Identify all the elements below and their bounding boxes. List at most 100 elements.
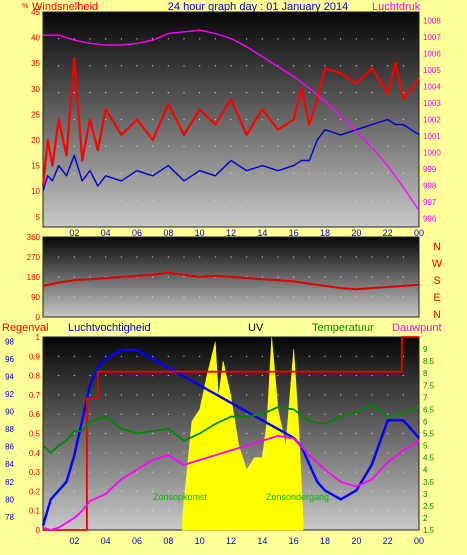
grid-dot (120, 92, 122, 94)
grid-dot (261, 92, 263, 94)
grid-dot (371, 172, 373, 174)
grid-dot (105, 65, 107, 67)
direction-tick-label: 180 (27, 273, 41, 282)
grid-dot (355, 199, 357, 201)
grid-dot (261, 394, 263, 396)
temperature-tick-label: 4.5 (423, 454, 435, 463)
grid-dot (387, 394, 389, 396)
grid-dot (89, 199, 91, 201)
grid-dot (340, 432, 342, 435)
grid-dot (355, 145, 357, 147)
grid-dot (340, 413, 342, 415)
rain-tick-label: 0.7 (29, 391, 41, 400)
y-left-tick-label: 15 (31, 162, 40, 171)
x-tick-label: 06 (132, 536, 142, 546)
grid-dot (183, 199, 185, 201)
grid-dot (167, 256, 169, 258)
regenval-label: Regenval (2, 322, 48, 334)
grid-dot (355, 276, 357, 278)
chart-title: 24 hour graph day : 01 January 2014 (168, 1, 348, 13)
grid-dot (293, 276, 295, 278)
humidity-tick-label: 92 (5, 390, 14, 399)
grid-dot (183, 471, 185, 473)
grid-dot (277, 172, 279, 174)
grid-dot (340, 256, 342, 258)
grid-dot (167, 432, 169, 435)
temperature-tick-label: 4 (423, 466, 428, 475)
grid-dot (120, 394, 122, 396)
grid-dot (371, 38, 373, 40)
grid-dot (120, 256, 122, 258)
grid-dot (261, 199, 263, 201)
temperature-tick-label: 3 (423, 490, 428, 499)
grid-dot (58, 145, 60, 147)
grid-dot (402, 490, 404, 492)
grid-dot (89, 38, 91, 40)
grid-dot (261, 38, 263, 40)
y-right-tick-label: 1008 (423, 16, 441, 25)
grid-dot (136, 65, 138, 67)
x-tick-label: 16 (289, 228, 299, 238)
grid-dot (308, 375, 310, 377)
y-right-tick-label: 1006 (423, 49, 441, 58)
direction-compass-label: N (433, 309, 441, 321)
grid-dot (308, 432, 310, 435)
grid-dot (246, 256, 248, 258)
grid-dot (199, 355, 201, 357)
direction-compass-label: E (433, 292, 440, 304)
grid-dot (167, 199, 169, 201)
grid-dot (387, 432, 389, 435)
grid-dot (152, 355, 154, 357)
grid-dot (152, 490, 154, 492)
grid-dot (246, 118, 248, 121)
grid-dot (58, 92, 60, 94)
grid-dot (58, 38, 60, 40)
grid-dot (152, 65, 154, 67)
grid-dot (387, 471, 389, 473)
grid-dot (277, 394, 279, 396)
grid-dot (199, 38, 201, 40)
grid-dot (261, 65, 263, 67)
grid-dot (402, 471, 404, 473)
uv-label: UV (248, 322, 264, 334)
x-tick-label: 18 (320, 536, 330, 546)
grid-dot (199, 92, 201, 94)
grid-dot (371, 199, 373, 201)
grid-dot (324, 65, 326, 67)
rain-tick-label: 0.6 (29, 410, 41, 419)
grid-dot (89, 394, 91, 396)
grid-dot (199, 172, 201, 174)
grid-dot (230, 375, 232, 377)
y-right-tick-label: 1002 (423, 116, 441, 125)
grid-dot (89, 452, 91, 454)
grid-dot (371, 413, 373, 415)
grid-dot (183, 413, 185, 415)
grid-dot (371, 490, 373, 492)
grid-dot (120, 413, 122, 415)
grid-dot (58, 65, 60, 67)
grid-dot (152, 394, 154, 396)
humidity-tick-label: 90 (5, 408, 14, 417)
grid-dot (105, 375, 107, 377)
x-tick-label: 00 (414, 536, 424, 546)
grid-dot (214, 118, 216, 121)
grid-dot (355, 394, 357, 396)
grid-dot (136, 471, 138, 473)
grid-dot (183, 355, 185, 357)
humidity-line (41, 349, 420, 526)
grid-dot (293, 199, 295, 201)
grid-dot (167, 452, 169, 454)
grid-dot (355, 92, 357, 94)
grid-dot (371, 355, 373, 357)
grid-dot (230, 118, 232, 121)
grid-dot (105, 92, 107, 94)
x-tick-label: 20 (351, 536, 361, 546)
grid-dot (246, 199, 248, 201)
grid-dot (324, 394, 326, 396)
direction-compass-label: S (433, 275, 440, 287)
grid-dot (230, 145, 232, 147)
grid-dot (199, 145, 201, 147)
grid-dot (324, 38, 326, 40)
grid-dot (183, 296, 185, 298)
grid-dot (355, 355, 357, 357)
